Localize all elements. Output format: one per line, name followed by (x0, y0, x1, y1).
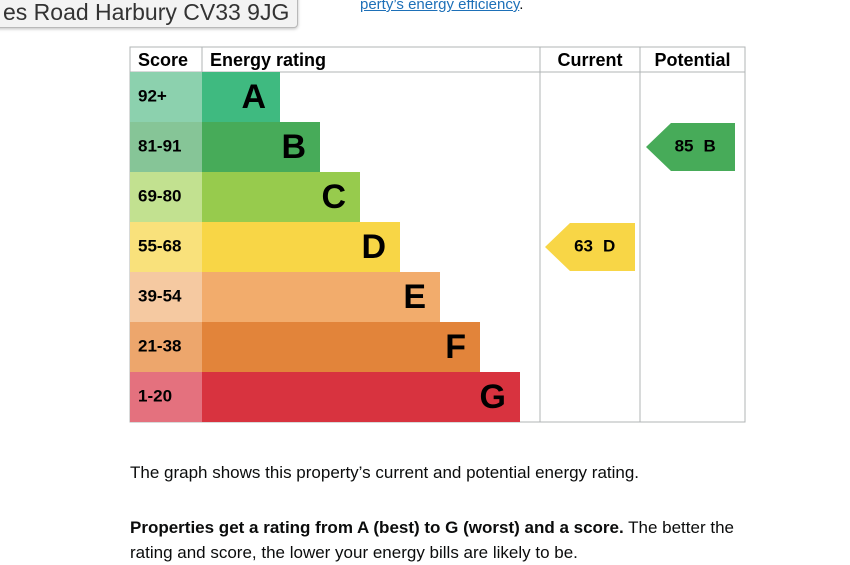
band-letter: B (281, 128, 306, 166)
score-label: 55-68 (138, 236, 181, 255)
rating-bar (202, 172, 360, 222)
current-arrow (545, 223, 635, 271)
potential-score: 85 (675, 136, 694, 155)
link-suffix: . (519, 0, 524, 13)
rating-bar (202, 72, 280, 122)
band-letter: E (403, 278, 426, 316)
score-cell (130, 272, 202, 322)
current-score: 63 (574, 236, 593, 255)
score-label: 1-20 (138, 386, 172, 405)
score-cell (130, 322, 202, 372)
rating-bar (202, 222, 400, 272)
band-letter: F (445, 328, 466, 366)
column-header: Potential (654, 50, 730, 70)
potential-arrow (646, 123, 735, 171)
page: perty’s energy efficiency. es Road Harbu… (0, 0, 746, 562)
efficiency-link[interactable]: perty’s energy efficiency (360, 0, 520, 13)
tooltip: es Road Harbury CV33 9JG (0, 0, 299, 28)
score-label: 81-91 (138, 136, 181, 155)
potential-band: B (704, 136, 716, 155)
rating-bar (202, 122, 320, 172)
column-header: Energy rating (210, 50, 326, 70)
score-label: 39-54 (138, 286, 182, 305)
score-cell (130, 172, 202, 222)
rating-bar (202, 322, 480, 372)
band-letter: D (361, 228, 386, 266)
score-cell (130, 122, 202, 172)
score-cell (130, 72, 202, 122)
paragraph: Properties get a rating from A (best) to… (130, 515, 745, 565)
band-letter: G (480, 378, 506, 416)
score-label: 21-38 (138, 336, 181, 355)
band-letter: A (241, 78, 266, 116)
band-letter: C (321, 178, 346, 216)
current-band: D (603, 236, 615, 255)
epc-chart: Score Energy rating Current Potential 92+ A 81… (129, 46, 746, 423)
score-label: 69-80 (138, 186, 181, 205)
rating-bar (202, 272, 440, 322)
column-header: Score (138, 50, 188, 70)
paragraph: The graph shows this property’s current … (130, 463, 640, 482)
score-cell (130, 372, 202, 422)
bold-text: Properties get a rating from A (best) to… (130, 518, 624, 537)
link-line: perty’s energy efficiency. (360, 0, 523, 13)
rating-bar (202, 372, 520, 422)
column-header: Current (557, 50, 622, 70)
score-cell (130, 222, 202, 272)
score-label: 92+ (138, 86, 167, 105)
